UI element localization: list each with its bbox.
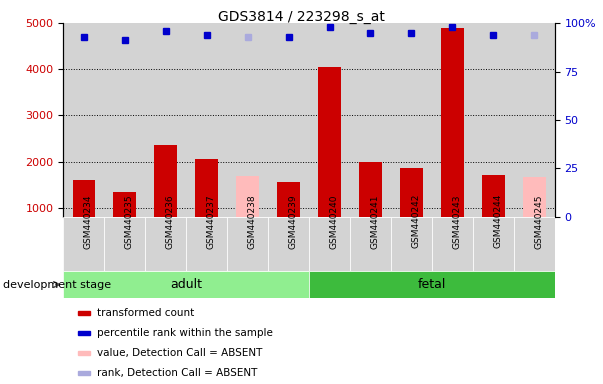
Text: GSM440234: GSM440234 — [84, 194, 93, 248]
Bar — [186, 217, 227, 271]
Bar — [473, 23, 514, 217]
Text: fetal: fetal — [418, 278, 446, 291]
Bar — [186, 23, 227, 217]
Bar — [113, 192, 136, 217]
Text: GSM440239: GSM440239 — [289, 194, 297, 248]
Bar — [432, 23, 473, 217]
Bar — [154, 146, 177, 217]
Bar — [400, 169, 423, 217]
Bar — [391, 23, 432, 217]
Bar — [145, 217, 186, 271]
Bar — [104, 217, 145, 271]
Text: adult: adult — [170, 278, 202, 291]
Text: development stage: development stage — [3, 280, 111, 290]
Bar — [227, 23, 268, 217]
Bar — [268, 23, 309, 217]
Bar — [523, 177, 546, 217]
Text: percentile rank within the sample: percentile rank within the sample — [97, 328, 273, 338]
Bar — [63, 217, 104, 271]
Text: GSM440243: GSM440243 — [452, 194, 461, 248]
Bar — [318, 67, 341, 217]
Bar — [236, 176, 259, 217]
Bar — [277, 182, 300, 217]
Bar — [350, 217, 391, 271]
Bar — [482, 175, 505, 217]
Text: GSM440241: GSM440241 — [370, 194, 379, 248]
Bar — [72, 180, 95, 217]
Bar — [104, 23, 145, 217]
Bar — [309, 23, 350, 217]
Text: value, Detection Call = ABSENT: value, Detection Call = ABSENT — [97, 348, 262, 358]
Bar — [391, 217, 432, 271]
Bar — [63, 271, 309, 298]
Bar — [514, 23, 555, 217]
Text: GSM440240: GSM440240 — [329, 194, 338, 248]
Bar — [473, 217, 514, 271]
Bar — [441, 28, 464, 217]
Text: transformed count: transformed count — [97, 308, 194, 318]
Text: rank, Detection Call = ABSENT: rank, Detection Call = ABSENT — [97, 368, 257, 378]
Bar — [268, 217, 309, 271]
Bar — [359, 162, 382, 217]
Bar — [63, 23, 104, 217]
Bar — [145, 23, 186, 217]
Text: GSM440242: GSM440242 — [411, 194, 420, 248]
Text: GSM440244: GSM440244 — [493, 194, 502, 248]
Text: GSM440235: GSM440235 — [125, 194, 134, 248]
Text: GDS3814 / 223298_s_at: GDS3814 / 223298_s_at — [218, 10, 385, 23]
Text: GSM440238: GSM440238 — [248, 194, 257, 248]
Bar — [227, 217, 268, 271]
Text: GSM440236: GSM440236 — [166, 194, 175, 248]
Text: GSM440237: GSM440237 — [207, 194, 216, 248]
Text: GSM440245: GSM440245 — [534, 194, 543, 248]
Bar — [309, 217, 350, 271]
Bar — [514, 217, 555, 271]
Bar — [309, 271, 555, 298]
Bar — [432, 217, 473, 271]
Bar — [195, 159, 218, 217]
Bar — [350, 23, 391, 217]
